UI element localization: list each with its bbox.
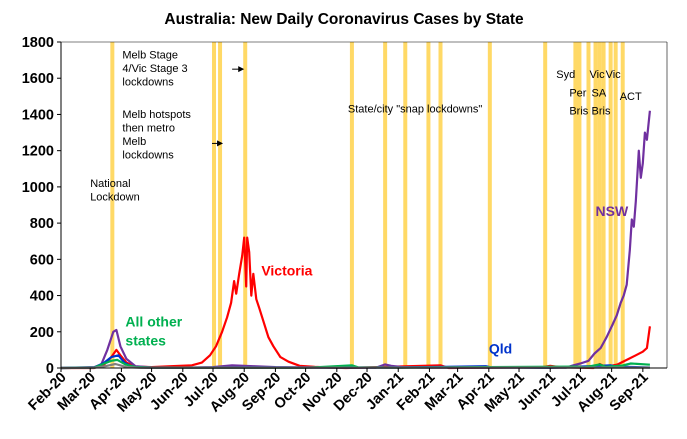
lockdown-band-19: [613, 42, 618, 368]
annotation-7-line-0: Vic: [589, 69, 605, 81]
y-tick-label-1200: 1200: [22, 144, 54, 160]
annotation-6-line-0: Bris: [569, 105, 588, 117]
annotation-2-line-0: National: [90, 178, 130, 190]
lockdown-bands: [110, 42, 625, 368]
lockdown-band-11: [573, 42, 578, 368]
annotation-10-line-0: Vic: [606, 69, 622, 81]
annotation-5-line-0: Per: [569, 87, 586, 99]
lockdown-band-8: [438, 42, 443, 368]
chart-title: Australia: New Daily Coronavirus Cases b…: [164, 11, 524, 28]
lockdown-band-14: [586, 42, 591, 368]
annotation-7: Vic: [589, 69, 605, 81]
annotation-9-line-0: Bris: [592, 105, 611, 117]
lockdown-band-13: [577, 42, 582, 368]
lockdown-band-7: [426, 42, 431, 368]
series-label-0: Victoria: [261, 263, 312, 279]
lockdown-band-6: [403, 42, 408, 368]
annotation-2: National Lockdown: [90, 178, 140, 204]
series-line-victoria: [61, 236, 651, 370]
lockdown-band-5: [383, 42, 388, 368]
y-tick-label-1800: 1800: [22, 35, 54, 51]
lockdown-band-10: [543, 42, 548, 368]
y-tick-label-0: 0: [46, 361, 54, 377]
annotation-0-line-0: Melb Stage: [122, 49, 178, 61]
annotation-3: State/city "snap lockdowns": [348, 104, 482, 116]
annotation-11: ACT: [620, 91, 642, 103]
series-labels: Victoria NSW Qld All other states: [125, 203, 629, 357]
lockdown-band-1: [212, 42, 217, 368]
annotation-4-line-0: Syd: [556, 69, 575, 81]
annotation-1-line-1: then metro: [122, 123, 175, 135]
y-tick-label-1600: 1600: [22, 71, 54, 87]
annotation-1-line-0: Melb hotspots: [122, 109, 191, 121]
annotation-0: Melb Stage 4/Vic Stage 3 lockdowns: [122, 49, 187, 88]
arrow-head-1: [217, 140, 224, 147]
annotation-1: Melb hotspots then metro Melb lockdowns: [122, 109, 191, 162]
y-tick-label-200: 200: [30, 325, 54, 341]
arrow-head-0: [238, 66, 245, 73]
y-tick-label-600: 600: [30, 252, 54, 268]
annotation-10: Vic: [606, 69, 622, 81]
annotation-4: Syd: [556, 69, 575, 81]
annotation-1-line-3: lockdowns: [122, 150, 174, 162]
lockdown-band-3: [243, 42, 248, 368]
annotation-1-line-2: Melb: [122, 136, 146, 148]
annotation-2-line-1: Lockdown: [90, 191, 140, 203]
lockdown-band-2: [218, 42, 223, 368]
annotation-9: Bris: [592, 105, 611, 117]
annotation-3-line-0: State/city "snap lockdowns": [348, 104, 482, 116]
series-label-4: states: [125, 332, 166, 348]
lockdown-band-17: [601, 42, 606, 368]
annotation-8-line-0: SA: [592, 87, 607, 99]
annotation-0-line-1: 4/Vic Stage 3: [122, 63, 187, 75]
y-tick-label-400: 400: [30, 289, 54, 305]
annotation-0-line-2: lockdowns: [122, 76, 174, 88]
lockdown-band-4: [349, 42, 354, 368]
y-tick-label-1000: 1000: [22, 180, 54, 196]
lockdown-band-20: [620, 42, 625, 368]
y-tick-label-800: 800: [30, 216, 54, 232]
lockdown-band-9: [487, 42, 492, 368]
lockdown-band-18: [608, 42, 613, 368]
lockdown-band-0: [110, 42, 115, 368]
series-label-1: NSW: [596, 203, 629, 219]
annotation-6: Bris: [569, 105, 588, 117]
series-label-2: Qld: [489, 341, 512, 357]
annotation-11-line-0: ACT: [620, 91, 642, 103]
annotation-5: Per: [569, 87, 586, 99]
series-label-3: All other: [125, 313, 182, 329]
annotation-8: SA: [592, 87, 607, 99]
y-tick-label-1400: 1400: [22, 107, 54, 123]
lockdown-band-16: [597, 42, 602, 368]
lockdown-band-15: [593, 42, 598, 368]
